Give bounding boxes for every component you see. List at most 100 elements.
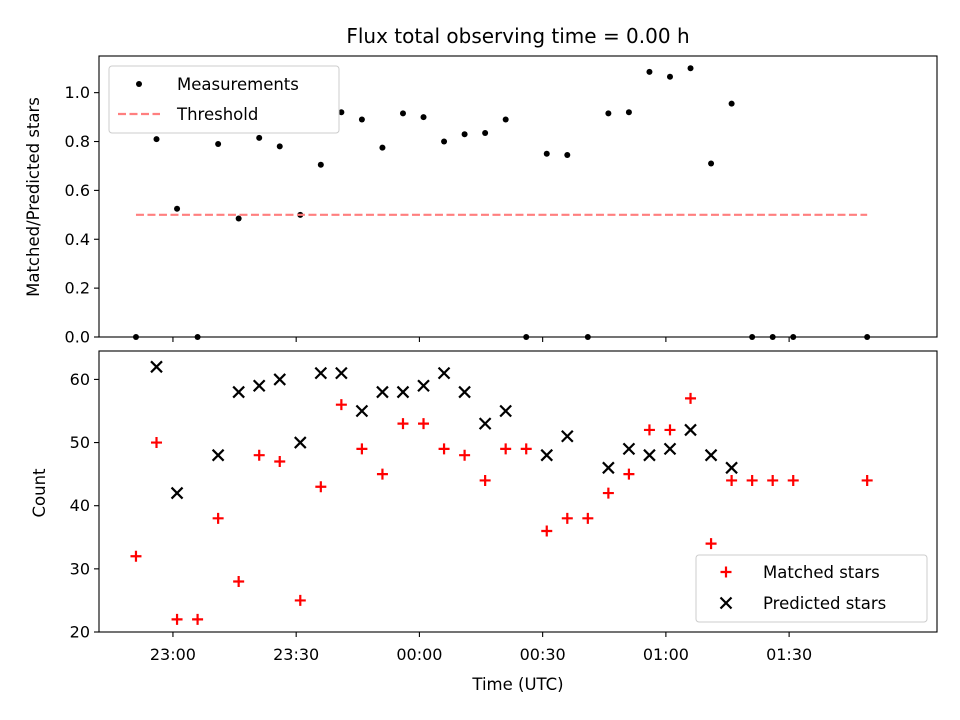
- matched-star-point: [294, 594, 306, 606]
- predicted-star-point: [314, 366, 328, 380]
- predicted-star-point: [704, 448, 718, 462]
- matched-star-point: [685, 392, 697, 404]
- bottom-y-tick-label: 20: [70, 623, 90, 642]
- predicted-star-point: [294, 436, 307, 449]
- matched-star-point: [602, 487, 614, 499]
- bottom-panel: 20 30 40 50 60 23:00 23:30 00:00 00:30 01:00 01:30…: [70, 350, 938, 664]
- matched-star-point: [418, 418, 430, 430]
- predicted-star-point: [643, 448, 656, 462]
- measurement-point: [276, 143, 283, 150]
- bottom-data-marks: [130, 360, 873, 625]
- top-panel: 0.0 0.2 0.4 0.6 0.8 1.0 Measurements Threshold: [65, 55, 938, 347]
- predicted-star-point: [499, 404, 512, 418]
- top-legend: Measurements Threshold: [108, 65, 340, 134]
- bottom-series-2: [150, 360, 738, 500]
- measurement-point: [174, 205, 181, 212]
- bottom-y-tick-label: 60: [70, 370, 90, 389]
- x-tick-label: 01:30: [766, 645, 812, 664]
- measurement-point: [420, 114, 427, 121]
- matched-star-point: [500, 443, 512, 455]
- top-y-tick-label: 0.4: [65, 230, 90, 249]
- bottom-x-axis-label: Time (UTC): [471, 675, 563, 694]
- matched-star-point: [623, 468, 635, 480]
- matched-star-point: [459, 449, 471, 461]
- predicted-star-point: [150, 360, 163, 374]
- predicted-star-point: [437, 366, 451, 380]
- matched-star-point: [192, 613, 204, 625]
- bottom-y-tick-label: 40: [70, 496, 90, 515]
- matched-star-point: [705, 538, 717, 550]
- legend-matched-label: Matched stars: [763, 563, 880, 582]
- measurement-point: [708, 160, 715, 167]
- predicted-star-point: [396, 385, 410, 399]
- bottom-legend: Matched stars Predicted stars: [695, 554, 928, 623]
- top-series-1: [132, 65, 871, 340]
- matched-star-point: [438, 443, 450, 455]
- matched-star-point: [397, 418, 409, 430]
- matched-star-point: [356, 443, 368, 455]
- top-chart-title: Flux total observing time = 0.00 h: [346, 24, 689, 48]
- matched-star-point: [151, 437, 163, 449]
- matched-star-point: [479, 474, 491, 486]
- bottom-plot-frame: [98, 350, 938, 633]
- top-y-tick-label: 0.6: [65, 181, 90, 200]
- predicted-star-point: [663, 442, 677, 456]
- top-y-tick-label: 1.0: [65, 83, 90, 102]
- measurement-point: [625, 109, 632, 116]
- matched-star-point: [767, 474, 779, 486]
- x-tick-label: 00:30: [520, 645, 566, 664]
- matched-star-point: [171, 613, 183, 625]
- measurement-point: [605, 110, 612, 117]
- predicted-star-point: [232, 385, 245, 399]
- legend-predicted-label: Predicted stars: [763, 594, 886, 613]
- matched-star-point: [233, 575, 245, 587]
- measurement-point: [399, 110, 406, 117]
- predicted-star-point: [478, 417, 492, 430]
- matched-star-point: [746, 474, 758, 486]
- measurement-point: [666, 73, 673, 80]
- measurement-point: [646, 68, 653, 75]
- x-tick-label: 23:30: [273, 645, 319, 664]
- bottom-y-tick-label: 30: [70, 559, 90, 578]
- x-tick-label: 01:00: [643, 645, 689, 664]
- legend-measurement-marker: [136, 81, 142, 87]
- legend-threshold-label: Threshold: [176, 105, 258, 124]
- x-tick-label: 00:00: [396, 645, 442, 664]
- predicted-star-point: [252, 379, 266, 393]
- matched-star-point: [130, 550, 142, 562]
- measurement-point: [215, 140, 222, 147]
- matched-star-point: [335, 399, 347, 411]
- measurement-point: [338, 109, 345, 116]
- measurement-point: [153, 136, 160, 143]
- matched-star-point: [541, 525, 553, 537]
- matched-star-point: [664, 424, 676, 436]
- top-y-axis-label: Matched/Predicted stars: [24, 97, 43, 297]
- measurement-point: [461, 131, 468, 138]
- top-plot-frame: [98, 55, 938, 338]
- matched-star-point: [726, 474, 738, 486]
- legend-box: [108, 65, 340, 134]
- legend-matched-marker: [720, 566, 732, 578]
- top-data-marks: [132, 65, 871, 340]
- legend-predicted-marker: [719, 596, 733, 610]
- matched-star-point: [212, 512, 224, 524]
- predicted-star-point: [561, 429, 574, 443]
- bottom-series-1: [130, 392, 873, 625]
- measurement-point: [564, 151, 571, 158]
- matched-star-point: [861, 474, 873, 486]
- measurement-point: [358, 116, 365, 123]
- measurement-point: [379, 144, 386, 151]
- measurement-point: [687, 65, 694, 72]
- predicted-star-point: [273, 373, 287, 386]
- measurement-point: [256, 134, 263, 141]
- matched-star-point: [315, 481, 327, 493]
- predicted-star-point: [602, 461, 615, 475]
- matched-star-point: [253, 449, 265, 461]
- matched-star-point: [582, 512, 594, 524]
- measurement-point: [441, 138, 448, 145]
- predicted-star-point: [540, 448, 554, 462]
- measurement-point: [235, 215, 242, 222]
- matched-star-point: [520, 443, 532, 455]
- measurement-point: [728, 100, 735, 107]
